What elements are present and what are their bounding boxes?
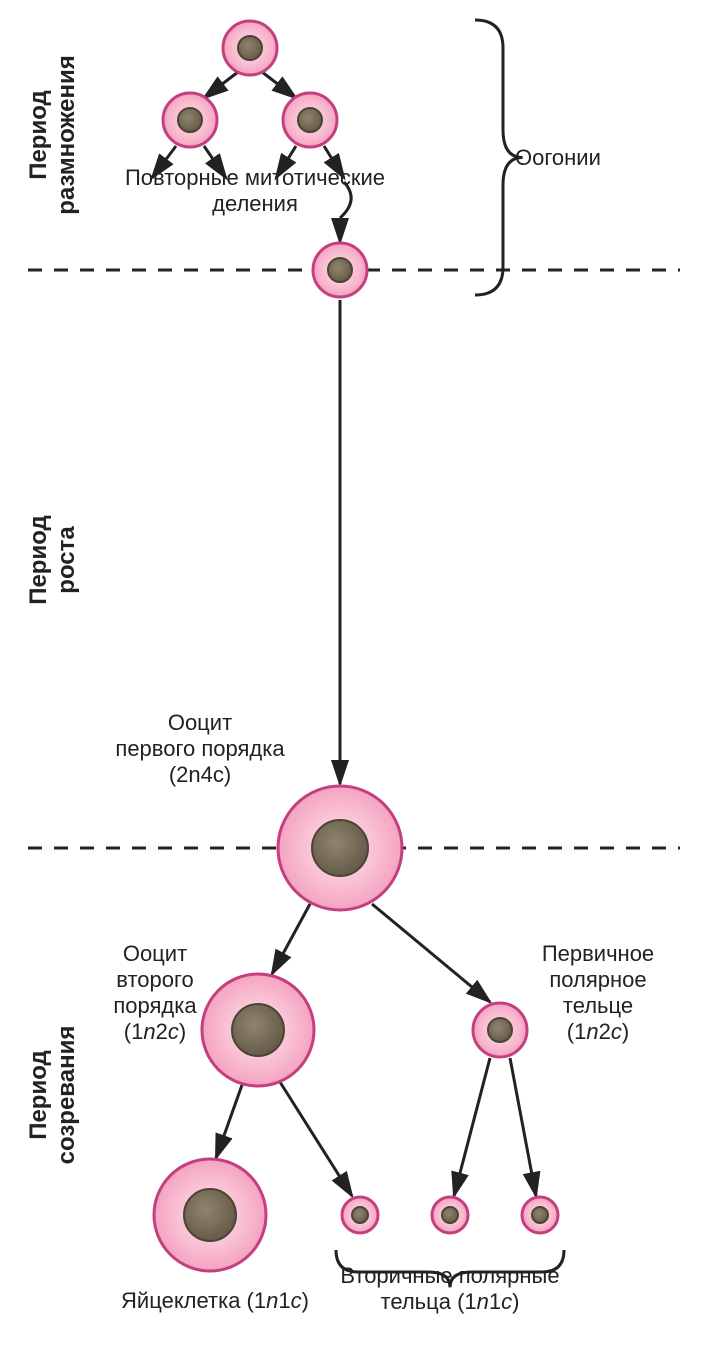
cell bbox=[473, 1003, 527, 1057]
cell bbox=[522, 1197, 558, 1233]
arrow bbox=[262, 72, 296, 98]
svg-text:Периодсозревания: Периодсозревания bbox=[25, 1026, 80, 1165]
arrow bbox=[454, 1058, 490, 1196]
phase-label: Периодроста bbox=[25, 515, 80, 605]
cell bbox=[154, 1159, 266, 1271]
cell bbox=[313, 243, 367, 297]
arrow bbox=[510, 1058, 536, 1196]
svg-text:Периодразмножения: Периодразмножения bbox=[25, 55, 80, 215]
cell bbox=[223, 21, 277, 75]
cell bbox=[283, 93, 337, 147]
arrow bbox=[372, 904, 490, 1002]
cell bbox=[163, 93, 217, 147]
arrow bbox=[272, 904, 310, 974]
diagram-label: Ооцитпервого порядка(2n4c) bbox=[115, 710, 285, 787]
diagram-label: Первичноеполярноетельце(1n2c) bbox=[542, 941, 654, 1044]
brace-label: Оогонии bbox=[515, 145, 601, 170]
brace-label: Вторичные полярныетельца (1n1c) bbox=[340, 1263, 559, 1314]
cell bbox=[432, 1197, 468, 1233]
phase-label: Периодсозревания bbox=[25, 1026, 80, 1165]
svg-text:Периодроста: Периодроста bbox=[25, 515, 80, 605]
arrow bbox=[204, 72, 238, 98]
diagram-label: Яйцеклетка (1n1c) bbox=[121, 1288, 309, 1313]
cell bbox=[278, 786, 402, 910]
cell bbox=[202, 974, 314, 1086]
arrow bbox=[280, 1082, 352, 1196]
arrow bbox=[216, 1085, 242, 1158]
diagram-label: Повторные митотическиеделения bbox=[125, 165, 385, 216]
phase-label: Периодразмножения bbox=[25, 55, 80, 215]
cell bbox=[342, 1197, 378, 1233]
diagram-label: Ооцитвторогопорядка(1n2c) bbox=[113, 941, 197, 1044]
